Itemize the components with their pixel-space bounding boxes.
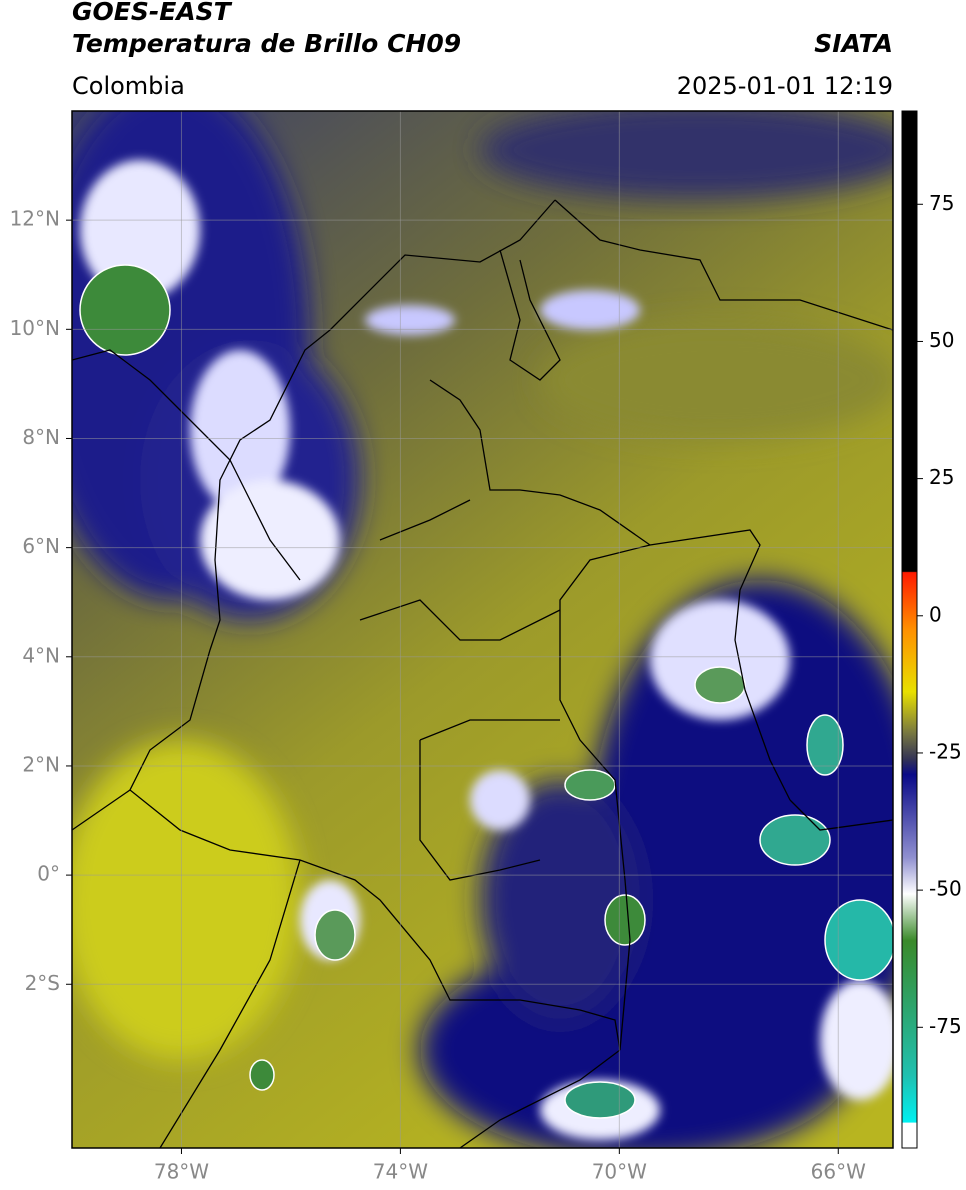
y-tick-label: 12°N xyxy=(10,207,60,231)
map-frame xyxy=(71,110,894,1149)
timestamp: 2025-01-01 12:19 xyxy=(677,72,893,100)
title: GOES-EAST xyxy=(72,0,233,26)
y-tick-label: 6°N xyxy=(22,534,60,558)
region: Colombia xyxy=(72,72,185,100)
colorbar-tick-label: 50 xyxy=(929,328,954,352)
colorbar-tick-label: 25 xyxy=(929,465,954,489)
y-tick-label: 4°N xyxy=(22,643,60,667)
colorbar-tick-label: -75 xyxy=(929,1014,962,1038)
x-tick-label: 74°W xyxy=(373,1160,428,1184)
x-tick-label: 70°W xyxy=(592,1160,647,1184)
x-tick-label: 66°W xyxy=(811,1160,866,1184)
y-tick-label: 2°S xyxy=(25,971,60,995)
colorbar-tick-label: -25 xyxy=(929,739,962,763)
colorbar-axis: 75 50 25 0 -25 -50 -75 xyxy=(917,191,962,1038)
y-tick-label: 8°N xyxy=(22,425,60,449)
satellite-image xyxy=(72,111,893,1148)
colorbar xyxy=(901,110,918,1149)
colorbar-tick-label: -50 xyxy=(929,877,962,901)
y-tick-label: 10°N xyxy=(10,316,60,340)
subtitle: Temperatura de Brillo CH09 xyxy=(72,29,461,58)
map-grid xyxy=(66,111,893,1154)
y-tick-label: 2°N xyxy=(22,752,60,776)
y-tick-label: 0° xyxy=(37,862,60,886)
x-tick-label: 78°W xyxy=(154,1160,209,1184)
colorbar-tick-label: 75 xyxy=(929,191,954,215)
source: SIATA xyxy=(814,29,893,58)
colorbar-tick-label: 0 xyxy=(929,602,942,626)
